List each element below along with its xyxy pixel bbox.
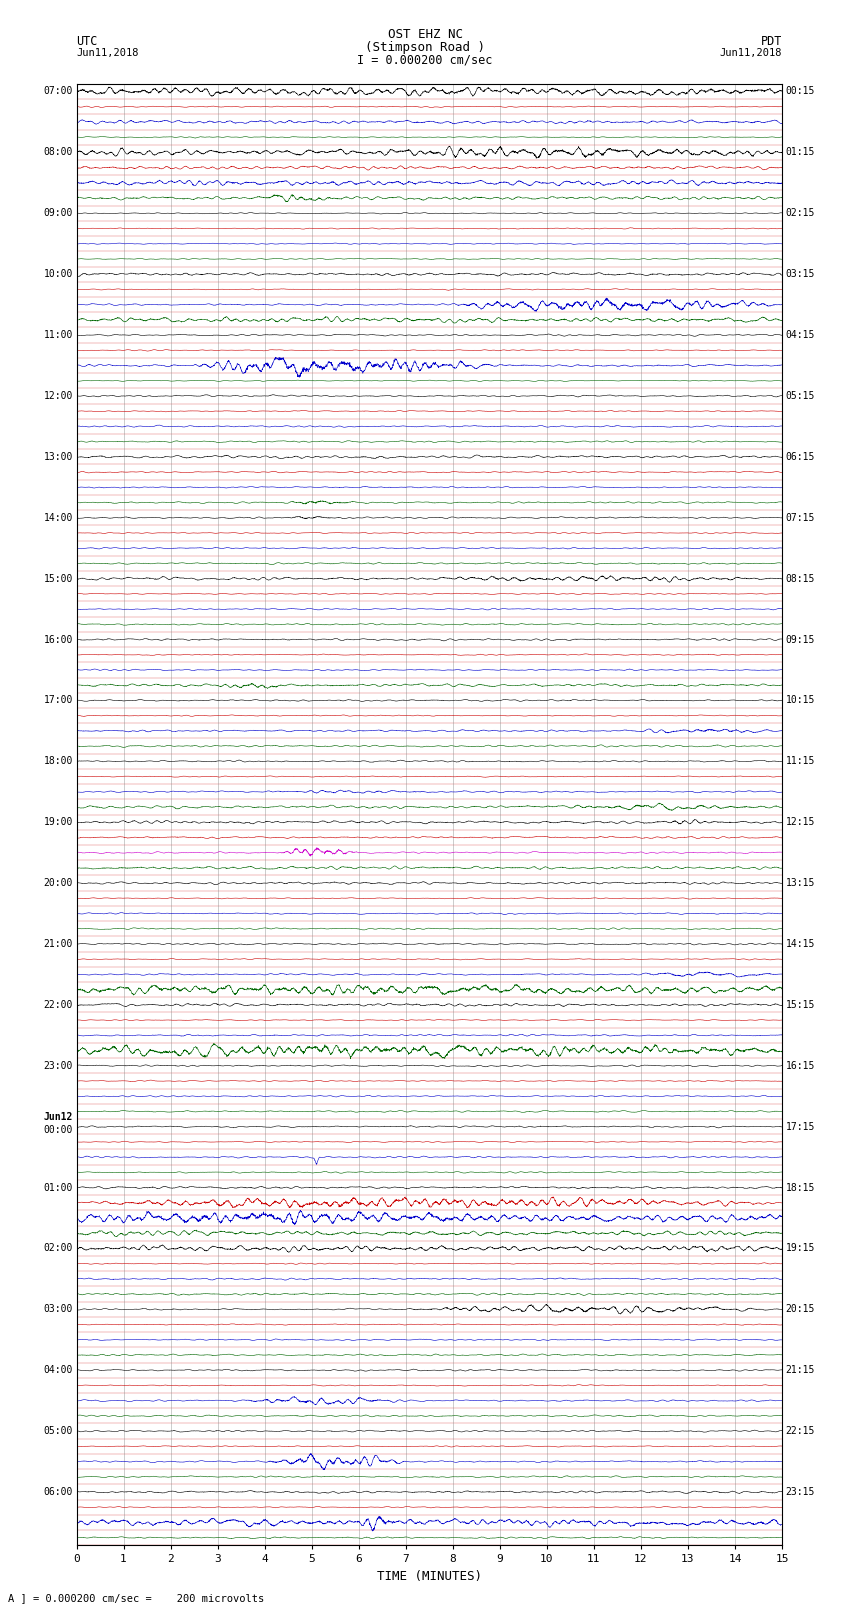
Text: 17:00: 17:00 [43,695,73,705]
Text: 01:00: 01:00 [43,1182,73,1192]
Text: 09:00: 09:00 [43,208,73,218]
Text: 05:15: 05:15 [785,390,815,402]
X-axis label: TIME (MINUTES): TIME (MINUTES) [377,1569,482,1582]
Text: 15:15: 15:15 [785,1000,815,1010]
Text: 22:00: 22:00 [43,1000,73,1010]
Text: 13:15: 13:15 [785,877,815,889]
Text: 11:00: 11:00 [43,331,73,340]
Text: 14:00: 14:00 [43,513,73,523]
Text: 18:00: 18:00 [43,756,73,766]
Text: 02:15: 02:15 [785,208,815,218]
Text: 20:15: 20:15 [785,1305,815,1315]
Text: 02:00: 02:00 [43,1244,73,1253]
Text: 07:00: 07:00 [43,87,73,97]
Text: 13:00: 13:00 [43,452,73,461]
Text: 19:15: 19:15 [785,1244,815,1253]
Text: 01:15: 01:15 [785,147,815,158]
Text: 21:00: 21:00 [43,939,73,948]
Text: 00:15: 00:15 [785,87,815,97]
Text: 04:00: 04:00 [43,1365,73,1376]
Text: 14:15: 14:15 [785,939,815,948]
Text: 15:00: 15:00 [43,574,73,584]
Text: 20:00: 20:00 [43,877,73,889]
Text: 11:15: 11:15 [785,756,815,766]
Text: Jun11,2018: Jun11,2018 [76,48,139,58]
Text: (Stimpson Road ): (Stimpson Road ) [365,40,485,53]
Text: 12:15: 12:15 [785,818,815,827]
Text: 09:15: 09:15 [785,634,815,645]
Text: 23:15: 23:15 [785,1487,815,1497]
Text: 22:15: 22:15 [785,1426,815,1436]
Text: UTC: UTC [76,35,98,48]
Text: 06:15: 06:15 [785,452,815,461]
Text: 10:00: 10:00 [43,269,73,279]
Text: Jun11,2018: Jun11,2018 [719,48,782,58]
Text: 00:00: 00:00 [43,1124,73,1136]
Text: 06:00: 06:00 [43,1487,73,1497]
Text: 23:00: 23:00 [43,1061,73,1071]
Text: 18:15: 18:15 [785,1182,815,1192]
Text: 05:00: 05:00 [43,1426,73,1436]
Text: 08:00: 08:00 [43,147,73,158]
Text: 21:15: 21:15 [785,1365,815,1376]
Text: Jun12: Jun12 [43,1111,73,1123]
Text: PDT: PDT [761,35,782,48]
Text: 03:00: 03:00 [43,1305,73,1315]
Text: 16:15: 16:15 [785,1061,815,1071]
Text: A ] = 0.000200 cm/sec =    200 microvolts: A ] = 0.000200 cm/sec = 200 microvolts [8,1594,264,1603]
Text: 04:15: 04:15 [785,331,815,340]
Text: 07:15: 07:15 [785,513,815,523]
Text: 16:00: 16:00 [43,634,73,645]
Text: OST EHZ NC: OST EHZ NC [388,27,462,40]
Text: 12:00: 12:00 [43,390,73,402]
Text: 19:00: 19:00 [43,818,73,827]
Text: I = 0.000200 cm/sec: I = 0.000200 cm/sec [357,53,493,66]
Text: 03:15: 03:15 [785,269,815,279]
Text: 17:15: 17:15 [785,1121,815,1132]
Text: 10:15: 10:15 [785,695,815,705]
Text: 08:15: 08:15 [785,574,815,584]
